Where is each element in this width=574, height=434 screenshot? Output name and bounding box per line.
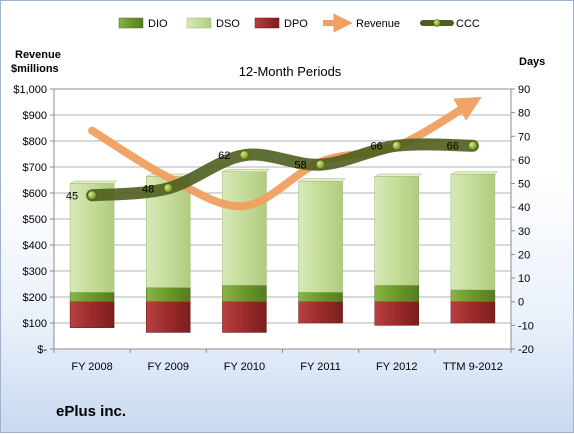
right-tick-label: -20 [518, 344, 534, 356]
x-tick-label: FY 2009 [148, 361, 189, 373]
x-tick-label: FY 2012 [376, 361, 417, 373]
left-tick-label: $600 [23, 188, 47, 200]
left-tick-label: $500 [23, 214, 47, 226]
dio-bar [298, 292, 343, 302]
right-tick-label: 0 [518, 297, 524, 309]
left-tick-label: $800 [23, 136, 47, 148]
x-tick-label: FY 2010 [224, 361, 265, 373]
right-tick-label: 10 [518, 273, 530, 285]
left-tick-label: $900 [23, 110, 47, 122]
legend-swatch-dpo [254, 17, 280, 29]
legend-label-dio: DIO [148, 18, 168, 30]
x-tick-label: FY 2011 [300, 361, 341, 373]
ccc-data-label: 45 [66, 190, 78, 202]
legend-label-dpo: DPO [284, 18, 308, 30]
left-axis-title-line2: $millions [11, 63, 59, 75]
dpo-bar [146, 301, 191, 333]
dso-bar [69, 183, 115, 293]
x-tick-label: TTM 9-2012 [443, 361, 503, 373]
ccc-data-label: 66 [371, 141, 383, 153]
dpo-bar [374, 301, 419, 326]
legend-label-revenue: Revenue [356, 18, 400, 30]
right-tick-label: 60 [518, 155, 530, 167]
ccc-point [87, 190, 97, 201]
ccc-point [239, 150, 250, 161]
dio-bar [450, 289, 496, 302]
ccc-point [391, 140, 402, 151]
bar-top-cap [450, 171, 499, 175]
ccc-data-label: 48 [142, 183, 154, 195]
dso-bar [222, 171, 267, 286]
dso-bar [374, 176, 419, 286]
bar-top-cap [69, 180, 118, 184]
dio-bar [374, 284, 419, 302]
left-tick-label: $1,000 [13, 84, 47, 96]
left-tick-label: $- [37, 344, 47, 356]
left-tick-label: $100 [23, 318, 47, 330]
dpo-bar [298, 301, 343, 324]
dio-bar [146, 287, 191, 302]
bar-top-cap [298, 178, 346, 182]
ccc-line [86, 138, 479, 202]
right-tick-label: 40 [518, 202, 530, 214]
dio-bar [69, 292, 115, 302]
right-tick-label: 80 [518, 108, 530, 120]
dpo-bar [69, 301, 115, 328]
dpo-bar [450, 301, 496, 324]
ccc-point [468, 140, 478, 151]
legend-swatch-dso [186, 17, 212, 29]
dpo-bar [222, 301, 267, 333]
ccc-data-label: 66 [447, 141, 459, 153]
ccc-data-label: 58 [294, 160, 306, 172]
ccc-data-label: 62 [218, 150, 230, 162]
left-tick-label: $700 [23, 162, 47, 174]
x-tick-label: FY 2008 [71, 361, 112, 373]
legend-label-dso: DSO [216, 18, 240, 30]
bar-top-cap [222, 168, 270, 172]
right-tick-label: 90 [518, 84, 530, 96]
legend-label-ccc: CCC [456, 18, 480, 30]
ccc-point [163, 183, 174, 194]
right-tick-label: 50 [518, 179, 530, 191]
chart-title: 12-Month Periods [239, 64, 342, 79]
legend-swatch-ccc-dot [433, 19, 441, 27]
right-axis-title: Days [519, 56, 545, 68]
right-tick-label: 30 [518, 226, 530, 238]
dso-bar [298, 180, 343, 293]
company-name: ePlus inc. [56, 403, 127, 420]
right-tick-label: 20 [518, 249, 530, 261]
right-tick-label: -10 [518, 320, 534, 332]
left-tick-label: $300 [23, 266, 47, 278]
legend-swatch-dio [118, 17, 144, 29]
right-tick-label: 70 [518, 131, 530, 143]
left-axis-title-line1: Revenue [15, 49, 61, 61]
left-tick-label: $200 [23, 292, 47, 304]
dso-bar [450, 173, 496, 291]
dio-bar [222, 284, 267, 302]
ccc-point [315, 159, 326, 170]
bar-top-cap [374, 173, 422, 177]
left-tick-label: $400 [23, 240, 47, 252]
